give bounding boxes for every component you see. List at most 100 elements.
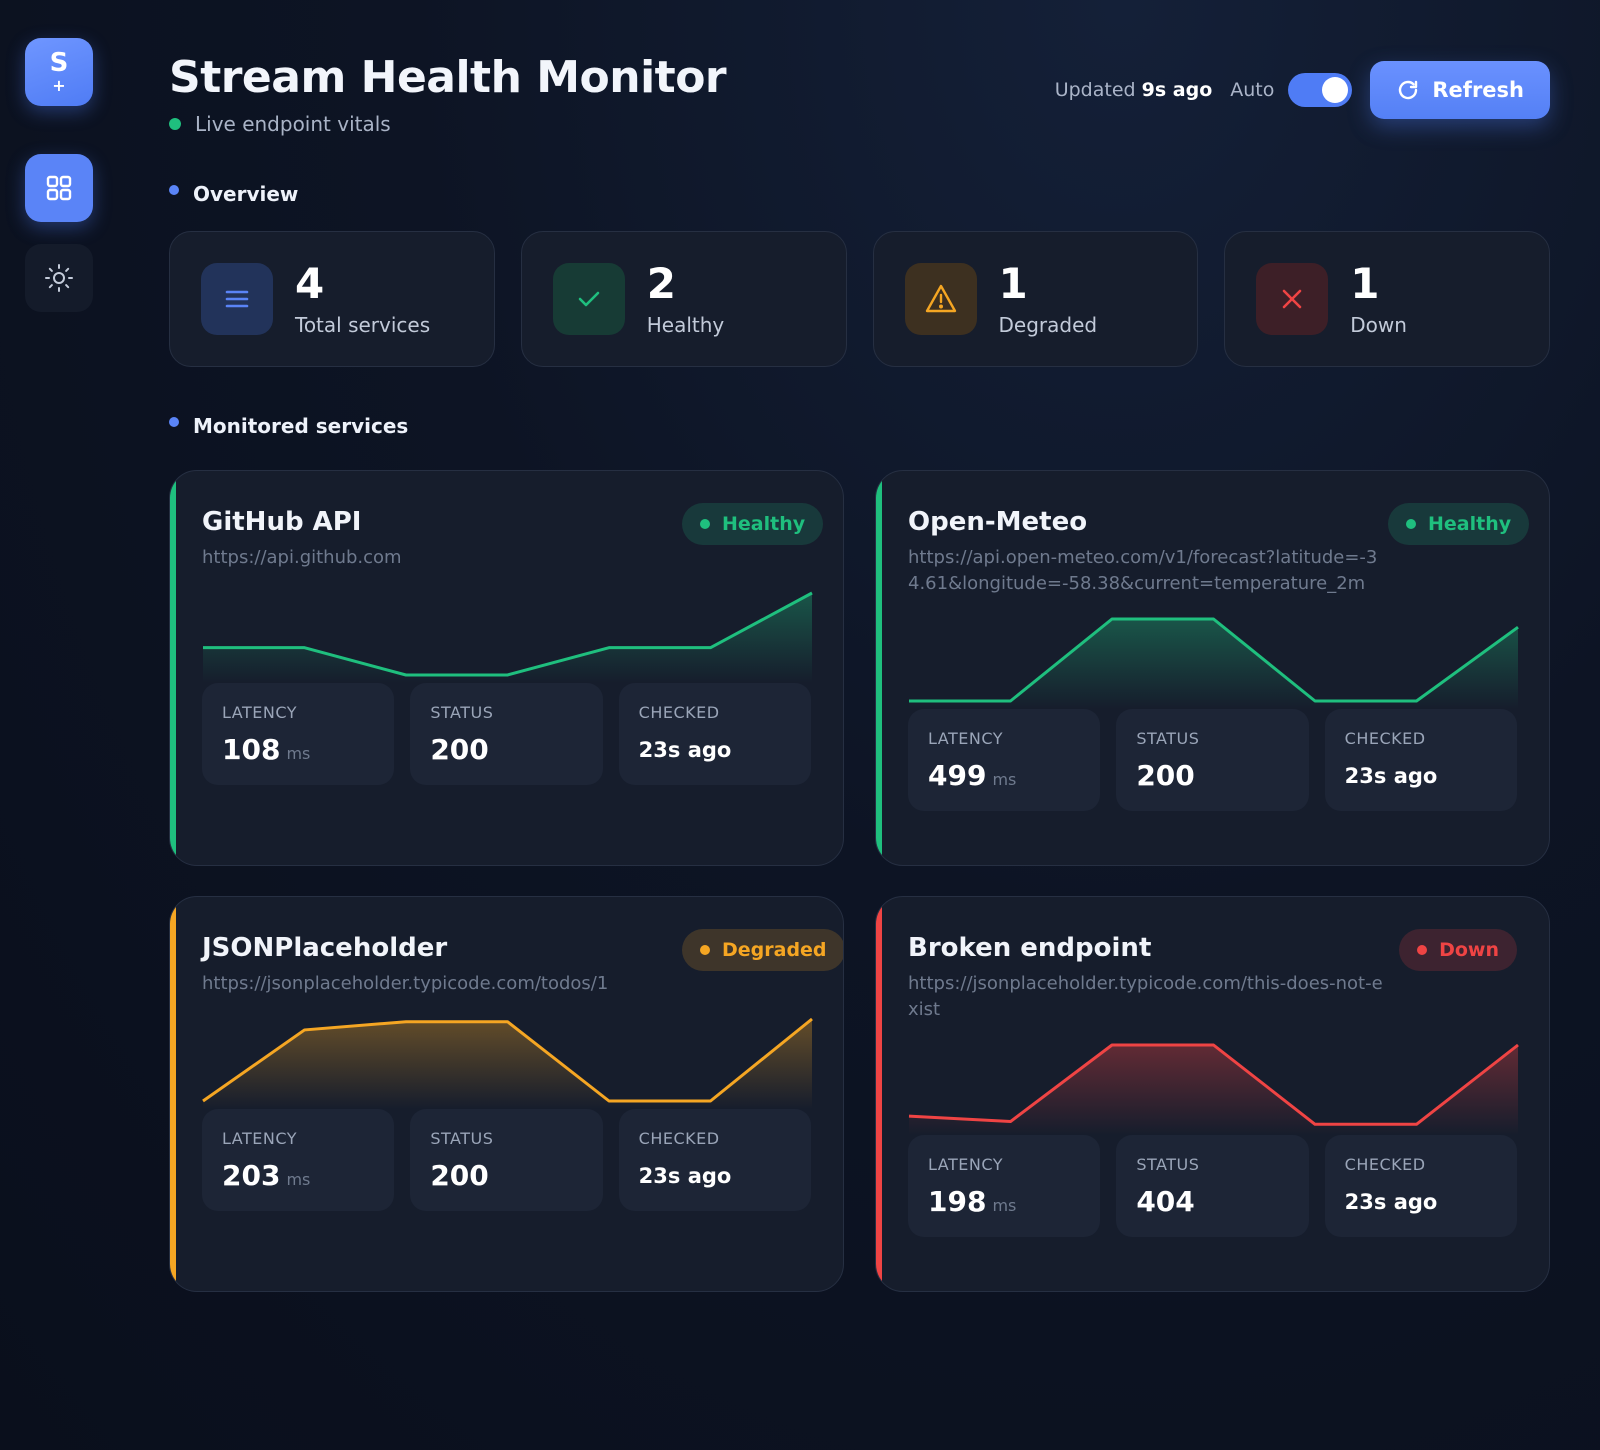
service-url: https://jsonplaceholder.typicode.com/thi…: [908, 973, 1383, 1020]
status-label: STATUS: [430, 703, 494, 722]
updated-prefix: Updated: [1054, 79, 1136, 101]
services-label: Monitored services: [193, 414, 409, 438]
latency-label: LATENCY: [928, 1155, 1003, 1174]
checked-label: CHECKED: [1344, 1155, 1426, 1174]
latency-sparkline: [203, 591, 813, 683]
service-card[interactable]: Open-Meteo https://api.open-meteo.com/v1…: [875, 470, 1550, 866]
service-name: JSONPlaceholder: [202, 933, 448, 963]
status-accent-bar: [876, 471, 882, 865]
latency-metric: LATENCY 108 ms: [202, 683, 395, 785]
checked-label: CHECKED: [1344, 729, 1426, 748]
overview-section-label: Overview: [169, 182, 298, 206]
grid-icon: [46, 175, 72, 201]
status-metric: STATUS 200: [410, 683, 603, 785]
sidebar: S +: [25, 38, 93, 312]
sparkline-line: [202, 1017, 813, 1103]
latency-metric: LATENCY 198 ms: [908, 1135, 1101, 1237]
latency-value-wrap: 499 ms: [928, 760, 1080, 796]
section-dot: [169, 417, 179, 427]
checked-metric: CHECKED 23s ago: [1324, 1135, 1517, 1237]
status-dot: [700, 519, 710, 529]
service-card[interactable]: GitHub API https://api.github.com Health…: [169, 470, 844, 866]
list-icon: [201, 263, 273, 335]
sparkline-area: [909, 1045, 1518, 1135]
service-card[interactable]: JSONPlaceholder https://jsonplaceholder.…: [169, 896, 844, 1292]
status-badge-text: Down: [1439, 939, 1499, 961]
status-label: STATUS: [1136, 1155, 1200, 1174]
auto-refresh-label: Auto: [1230, 79, 1275, 101]
toggle-knob: [1322, 77, 1349, 103]
stat-total: 4 Total services: [169, 231, 495, 367]
refresh-button[interactable]: Refresh: [1370, 61, 1550, 119]
sun-icon: [45, 264, 73, 292]
service-metrics: LATENCY 198 ms STATUS 404 CHECKED 23s ago: [908, 1135, 1517, 1237]
app-logo[interactable]: S +: [25, 38, 93, 106]
latency-label: LATENCY: [928, 729, 1003, 748]
service-url: https://api.open-meteo.com/v1/forecast?l…: [908, 547, 1378, 594]
services-grid: GitHub API https://api.github.com Health…: [169, 470, 1550, 1292]
service-metrics: LATENCY 203 ms STATUS 200 CHECKED 23s ago: [202, 1109, 811, 1211]
service-url: https://api.github.com: [202, 547, 402, 568]
check-icon: [552, 263, 625, 335]
latency-label: LATENCY: [222, 1129, 297, 1148]
service-card[interactable]: Broken endpoint https://jsonplaceholder.…: [875, 896, 1550, 1292]
live-status-dot: [169, 118, 181, 130]
checked-value: 23s ago: [638, 738, 732, 762]
latency-value: 499: [928, 759, 987, 792]
status-code: 200: [430, 733, 489, 766]
stat-degraded-label: Degraded: [998, 313, 1098, 337]
checked-metric: CHECKED 23s ago: [1324, 709, 1517, 811]
status-accent-bar: [876, 897, 882, 1291]
status-dot: [1417, 945, 1428, 955]
page-subtitle: Live endpoint vitals: [169, 112, 726, 136]
service-metrics: LATENCY 499 ms STATUS 200 CHECKED 23s ago: [908, 709, 1517, 811]
logo-letter: S: [49, 48, 69, 78]
auto-refresh-toggle[interactable]: [1288, 73, 1353, 107]
status-code: 200: [1136, 759, 1195, 792]
status-badge-text: Healthy: [1428, 513, 1512, 535]
status-dot: [1406, 519, 1416, 529]
status-metric: STATUS 200: [410, 1109, 603, 1211]
sparkline-line: [908, 1043, 1519, 1126]
status-badge: Healthy: [682, 503, 824, 545]
latency-unit: ms: [286, 744, 311, 763]
stat-total-label: Total services: [295, 313, 431, 337]
latency-value-wrap: 108 ms: [222, 734, 374, 770]
warning-icon: [904, 263, 977, 335]
status-badge: Down: [1399, 929, 1517, 971]
sparkline-line: [909, 617, 1519, 703]
latency-sparkline: [909, 617, 1519, 709]
overview-stats: 4 Total services 2 Healthy 1 Degraded: [169, 231, 1550, 367]
page-header: Stream Health Monitor Live endpoint vita…: [169, 52, 727, 136]
status-metric: STATUS 200: [1116, 709, 1309, 811]
stat-healthy-value: 2: [646, 259, 676, 308]
checked-value: 23s ago: [1344, 764, 1438, 788]
latency-unit: ms: [992, 1196, 1017, 1215]
updated-value: 9s ago: [1141, 79, 1213, 101]
latency-value: 108: [222, 733, 281, 766]
latency-unit: ms: [286, 1170, 311, 1189]
status-badge-text: Degraded: [722, 939, 827, 961]
service-name: GitHub API: [202, 507, 362, 537]
checked-label: CHECKED: [638, 1129, 720, 1148]
stat-total-value: 4: [295, 259, 325, 308]
subtitle-text: Live endpoint vitals: [195, 112, 391, 136]
stat-healthy: 2 Healthy: [520, 231, 847, 367]
latency-unit: ms: [992, 770, 1017, 789]
refresh-label: Refresh: [1432, 78, 1524, 102]
stat-degraded-value: 1: [998, 259, 1028, 308]
service-metrics: LATENCY 108 ms STATUS 200 CHECKED 23s ago: [202, 683, 811, 785]
service-name: Broken endpoint: [908, 933, 1152, 963]
nav-dashboard-button[interactable]: [25, 154, 93, 222]
service-url: https://jsonplaceholder.typicode.com/tod…: [202, 973, 609, 994]
nav-theme-button[interactable]: [25, 244, 93, 312]
x-icon: [1256, 263, 1329, 335]
sparkline-line: [203, 591, 813, 677]
latency-value-wrap: 203 ms: [222, 1160, 374, 1196]
latency-metric: LATENCY 203 ms: [202, 1109, 395, 1211]
status-badge: Healthy: [1388, 503, 1530, 545]
latency-value: 198: [928, 1185, 987, 1218]
status-code: 404: [1136, 1185, 1195, 1218]
status-label: STATUS: [1136, 729, 1200, 748]
stat-degraded: 1 Degraded: [872, 231, 1199, 367]
